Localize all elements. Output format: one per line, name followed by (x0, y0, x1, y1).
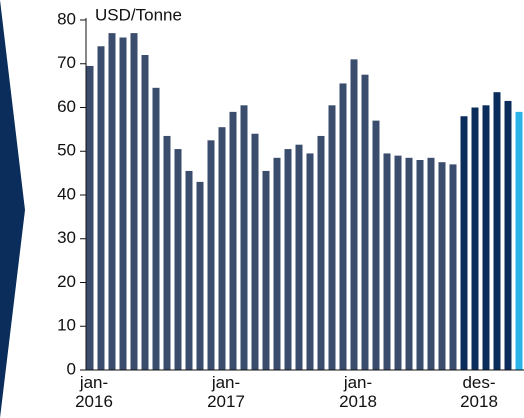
bar (328, 105, 336, 370)
bar (262, 170, 270, 370)
bar (229, 111, 237, 370)
bar (350, 59, 358, 370)
bar (141, 55, 149, 370)
y-tick-label: 40 (57, 184, 76, 203)
x-tick-label: des-2018 (460, 373, 498, 411)
bar (207, 140, 215, 370)
x-tick-label: jan-2018 (339, 373, 377, 411)
y-axis-label: USD/Tonne (95, 5, 182, 24)
bar (174, 149, 182, 370)
bar (427, 157, 435, 370)
y-tick-label: 70 (57, 53, 76, 72)
bar (240, 105, 248, 370)
bar (471, 107, 479, 370)
bar (273, 157, 281, 370)
y-tick-label: 60 (57, 97, 76, 116)
bar (163, 135, 171, 370)
bar (97, 46, 105, 370)
bar (416, 160, 424, 370)
y-tick-label: 80 (57, 9, 76, 28)
bar (339, 83, 347, 370)
bar (185, 170, 193, 370)
bar (361, 74, 369, 370)
y-tick-label: 50 (57, 141, 76, 160)
bar (86, 65, 94, 370)
bar (152, 87, 160, 370)
bar (284, 149, 292, 370)
y-tick-label: 10 (57, 316, 76, 335)
bar (460, 116, 468, 370)
bar (119, 37, 127, 370)
bar (108, 33, 116, 370)
bar (515, 111, 523, 370)
bar (196, 181, 204, 370)
x-tick-label: jan-2017 (207, 373, 245, 411)
chevron-decoration (0, 0, 25, 418)
bar (504, 100, 512, 370)
bar (317, 135, 325, 370)
bar (372, 120, 380, 370)
bar (482, 105, 490, 370)
bar (218, 127, 226, 370)
y-tick-label: 30 (57, 228, 76, 247)
bar (405, 157, 413, 370)
y-tick-label: 20 (57, 272, 76, 291)
bar (295, 144, 303, 370)
bar (449, 164, 457, 370)
bar (251, 133, 259, 370)
y-tick-label: 0 (67, 359, 76, 378)
x-tick-label: jan-2016 (75, 373, 113, 411)
bar (383, 153, 391, 370)
bar (438, 162, 446, 370)
bar (394, 155, 402, 370)
bar (130, 33, 138, 370)
bar (306, 153, 314, 370)
bar (493, 92, 501, 370)
